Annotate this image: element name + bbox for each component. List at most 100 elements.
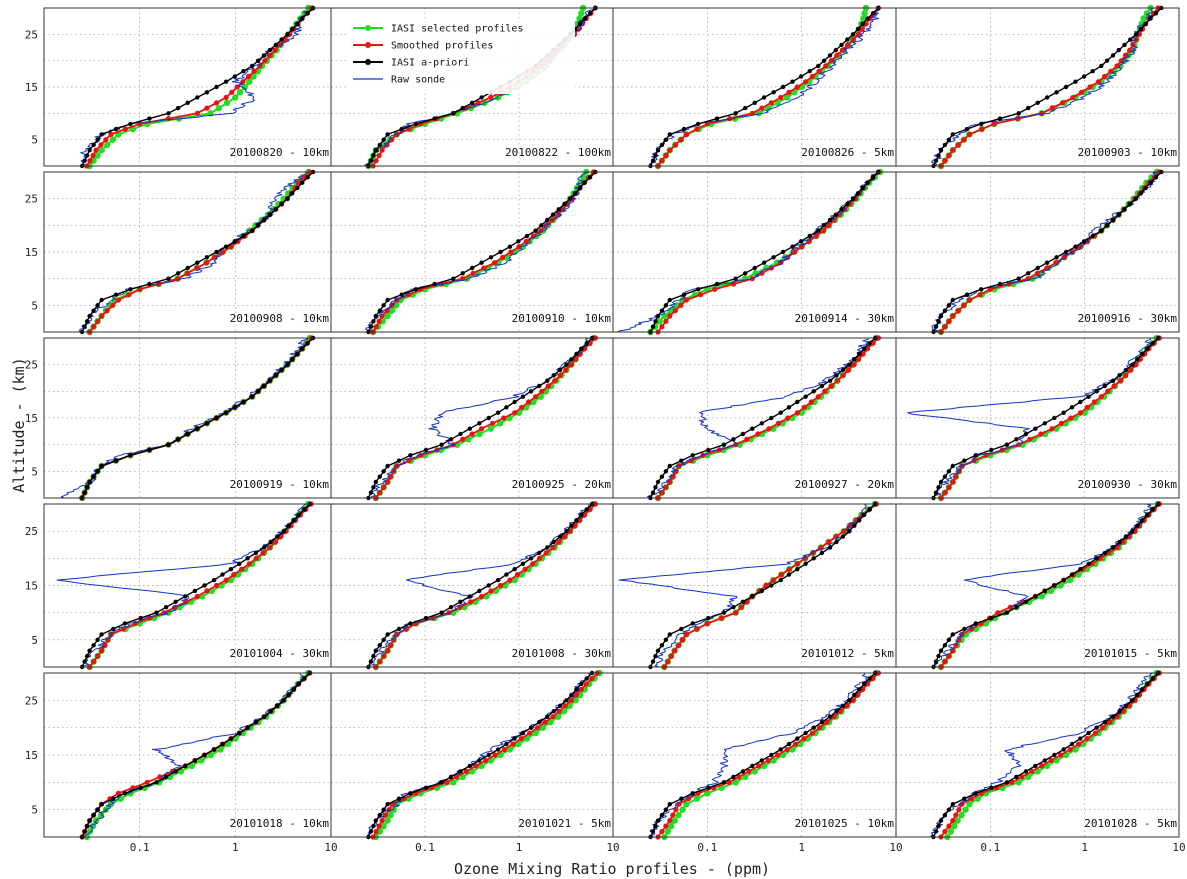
data-point-apriori (690, 453, 695, 458)
legend-swatch-marker (365, 42, 371, 48)
data-point-smoothed (223, 577, 229, 583)
data-point-apriori (545, 217, 550, 223)
data-point-smoothed (966, 131, 973, 137)
data-point-smoothed (966, 297, 973, 303)
data-point-apriori (946, 807, 952, 812)
data-point-apriori (663, 637, 669, 642)
data-point-iasi-selected (388, 307, 396, 314)
data-point-apriori (87, 148, 92, 153)
data-point-smoothed (736, 774, 742, 780)
data-point-apriori (279, 367, 284, 373)
data-point-smoothed (229, 89, 235, 95)
series-raw-sonde (83, 672, 305, 838)
data-point-apriori (432, 116, 437, 121)
series-apriori (79, 169, 316, 335)
y-tick-label: 5 (31, 134, 38, 147)
data-point-apriori (166, 111, 171, 116)
data-point-apriori (377, 142, 382, 148)
data-point-apriori (750, 426, 755, 431)
data-point-smoothed (955, 308, 961, 314)
data-point-apriori (95, 469, 100, 474)
data-point-apriori (564, 362, 569, 367)
data-point-apriori (268, 539, 273, 545)
data-point-smoothed (501, 746, 507, 753)
data-point-iasi-selected (223, 99, 231, 107)
data-point-apriori (504, 572, 509, 577)
data-point-apriori (1110, 378, 1116, 383)
data-point-smoothed (534, 725, 541, 731)
data-point-smoothed (500, 254, 506, 260)
data-point-smoothed (775, 752, 781, 758)
data-point-apriori (291, 687, 296, 692)
series-apriori (648, 501, 878, 670)
data-point-smoothed (950, 147, 956, 153)
data-point-smoothed (157, 774, 163, 780)
data-point-smoothed (840, 372, 846, 378)
data-point-apriori (587, 11, 593, 16)
data-point-apriori (714, 281, 720, 287)
data-point-apriori (385, 297, 390, 303)
data-point-smoothed (488, 588, 494, 594)
data-point-apriori (550, 212, 556, 217)
data-point-apriori (655, 648, 661, 653)
data-point-apriori (524, 233, 530, 239)
data-point-apriori (819, 550, 825, 556)
grid (613, 504, 896, 667)
data-point-apriori (650, 659, 656, 664)
data-point-iasi-selected (523, 735, 531, 742)
panel-frame (895, 672, 1180, 838)
data-point-smoothed (766, 426, 772, 432)
data-point-apriori (87, 479, 92, 485)
data-point-apriori (936, 823, 941, 829)
data-point-apriori (1117, 709, 1122, 714)
data-point-iasi-selected (671, 817, 678, 824)
series-raw-sonde (930, 672, 1154, 838)
data-point-smoothed (942, 490, 948, 496)
data-point-smoothed (262, 58, 268, 64)
data-point-apriori (439, 442, 444, 447)
data-point-apriori (761, 260, 767, 265)
data-point-smoothed (213, 100, 220, 106)
data-point-apriori (520, 561, 526, 566)
series-apriori (931, 5, 1164, 169)
series-apriori (931, 501, 1161, 670)
data-point-smoothed (562, 703, 568, 709)
data-point-apriori (564, 529, 569, 534)
panel: 20100826 - 5km (612, 4, 897, 170)
data-point-apriori (82, 324, 87, 329)
data-point-apriori (512, 399, 517, 405)
data-point-apriori (845, 37, 850, 42)
data-point-apriori (979, 287, 984, 292)
data-point-apriori (865, 16, 870, 21)
data-point-smoothed (122, 126, 128, 132)
data-point-smoothed (718, 615, 725, 621)
data-point-iasi-selected (215, 104, 222, 112)
data-point-apriori (111, 796, 116, 801)
data-point-smoothed (376, 318, 382, 324)
data-point-smoothed (563, 367, 569, 373)
data-point-apriori (1052, 415, 1057, 421)
data-point-apriori (1102, 720, 1108, 725)
data-point-apriori (750, 594, 755, 599)
data-point-smoothed (577, 351, 583, 357)
data-point-apriori (154, 610, 159, 615)
data-point-apriori (650, 324, 656, 329)
data-point-apriori (786, 405, 792, 410)
data-point-iasi-selected (954, 817, 961, 824)
data-point-smoothed (1019, 774, 1025, 780)
series-raw-sonde (647, 337, 869, 499)
legend-label: IASI selected profiles (391, 24, 523, 35)
data-point-apriori (865, 180, 870, 185)
data-point-smoothed (834, 52, 840, 59)
data-point-iasi-selected (1057, 582, 1064, 589)
data-point-smoothed (272, 47, 278, 53)
data-point-apriori (99, 463, 104, 469)
data-point-smoothed (469, 431, 475, 437)
data-point-apriori (811, 556, 816, 561)
data-point-apriori (439, 610, 444, 615)
data-point-apriori (1133, 196, 1139, 201)
data-point-apriori (295, 351, 300, 357)
data-point-apriori (1044, 260, 1050, 265)
data-point-apriori (795, 567, 800, 572)
data-point-apriori (537, 550, 542, 556)
